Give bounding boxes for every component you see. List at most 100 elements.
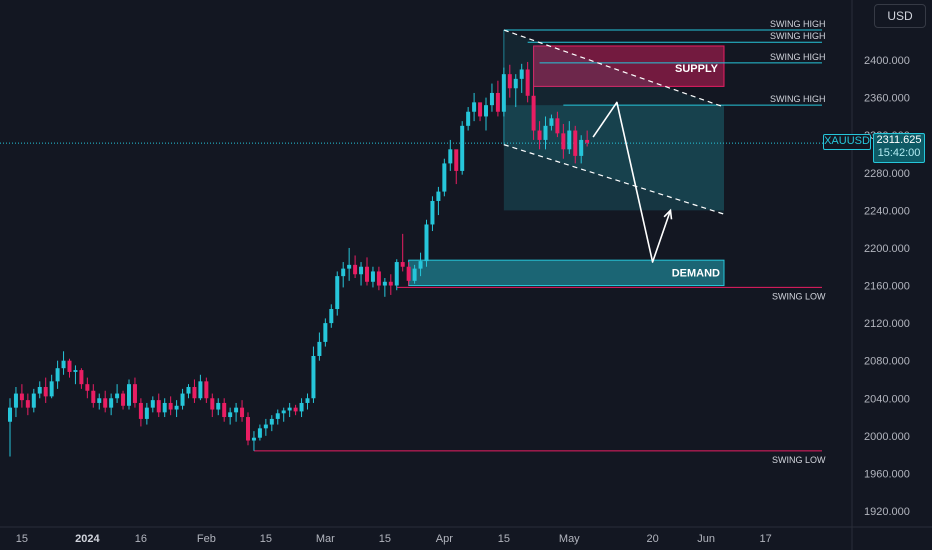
candle: [525, 61, 530, 103]
candle: [323, 318, 328, 347]
candle-body: [144, 407, 149, 419]
candle-body: [156, 400, 161, 413]
price-axis-tick-label: 2040.000: [864, 393, 910, 405]
candle-body: [13, 393, 18, 408]
time-axis-tick-label: 15: [16, 533, 28, 545]
candle-body: [466, 111, 471, 126]
price-axis-tick-label: 2240.000: [864, 205, 910, 217]
candle-body: [365, 266, 369, 282]
candle-body: [103, 398, 108, 408]
candle-body: [448, 149, 453, 164]
candle: [448, 139, 453, 171]
candle: [79, 368, 84, 389]
swing-high-label: SWING HIGH: [770, 52, 826, 62]
candle-body: [460, 125, 465, 171]
candle-body: [31, 393, 36, 408]
candle-body: [537, 130, 542, 140]
projection-arrowhead: [663, 208, 673, 220]
candle-body: [210, 398, 215, 410]
candle: [299, 398, 304, 418]
demand-zone: [408, 259, 725, 287]
candle-body: [454, 149, 459, 171]
candle: [210, 393, 215, 418]
candle-body: [430, 200, 435, 225]
bar-countdown: 15:42:00: [877, 147, 921, 159]
candle-body: [323, 323, 328, 342]
candle: [579, 135, 584, 164]
candle-body: [543, 125, 548, 140]
price-axis-tick-label: 2000.000: [864, 431, 910, 443]
candle-body: [418, 261, 423, 269]
candle: [13, 386, 18, 418]
candle: [311, 346, 316, 403]
swing-low-label: SWING LOW: [772, 455, 826, 465]
price-axis-tick-label: 2120.000: [864, 318, 910, 330]
candle-body: [293, 407, 298, 412]
time-axis-tick-label: May: [559, 533, 580, 545]
candle-body: [507, 74, 512, 89]
candle: [85, 377, 90, 399]
supply-zone: [533, 45, 725, 87]
candle: [25, 393, 30, 416]
candle: [263, 418, 268, 436]
candle: [293, 404, 298, 416]
time-axis-tick-label: Apr: [436, 533, 453, 545]
candle-body: [67, 360, 72, 372]
candle: [436, 186, 441, 216]
candle-body: [484, 105, 488, 117]
candle: [240, 400, 245, 422]
candle-body: [91, 390, 96, 403]
price-axis-tick-label: 2080.000: [864, 356, 910, 368]
candle-body: [61, 360, 66, 369]
candle-body: [353, 264, 358, 275]
price-axis-tick-label: 1960.000: [864, 468, 910, 480]
candle: [406, 262, 411, 286]
candle: [55, 360, 60, 389]
candle: [168, 396, 173, 416]
candle-body: [275, 413, 280, 419]
candle: [287, 402, 292, 418]
candle: [61, 351, 66, 375]
candle-body: [246, 417, 250, 441]
candle: [370, 266, 375, 288]
candle: [67, 358, 72, 378]
candle-body: [281, 410, 286, 414]
time-axis-tick-label: 15: [260, 533, 272, 545]
candle: [305, 393, 310, 410]
candle-body: [573, 130, 578, 156]
symbol-tag: XAUUSD: [823, 134, 871, 150]
candle: [317, 332, 322, 361]
price-axis-tick-label: 2400.000: [864, 55, 910, 67]
candle-body: [376, 271, 381, 286]
candle: [73, 365, 78, 385]
swing-high-label: SWING HIGH: [770, 94, 826, 104]
candle: [531, 86, 536, 140]
candle-body: [121, 393, 126, 406]
candle-body: [549, 118, 554, 126]
candle-body: [388, 281, 393, 286]
candle-body: [531, 95, 536, 131]
candle: [49, 374, 54, 399]
candle-body: [394, 262, 399, 286]
candle: [585, 130, 590, 147]
candle: [251, 431, 256, 451]
candle: [162, 398, 167, 418]
candle: [466, 107, 471, 131]
candle: [228, 407, 233, 425]
candle: [561, 123, 566, 159]
candle: [430, 196, 435, 232]
candle: [150, 396, 155, 413]
candle: [484, 97, 488, 131]
candle: [121, 390, 126, 410]
candle-body: [216, 402, 221, 410]
candle: [549, 114, 554, 131]
candle-body: [519, 69, 524, 79]
currency-selector-button[interactable]: USD: [874, 4, 926, 28]
candle: [43, 377, 48, 403]
candle-body: [204, 381, 209, 399]
candle: [132, 377, 137, 408]
candle: [382, 278, 387, 297]
candle: [246, 412, 250, 446]
